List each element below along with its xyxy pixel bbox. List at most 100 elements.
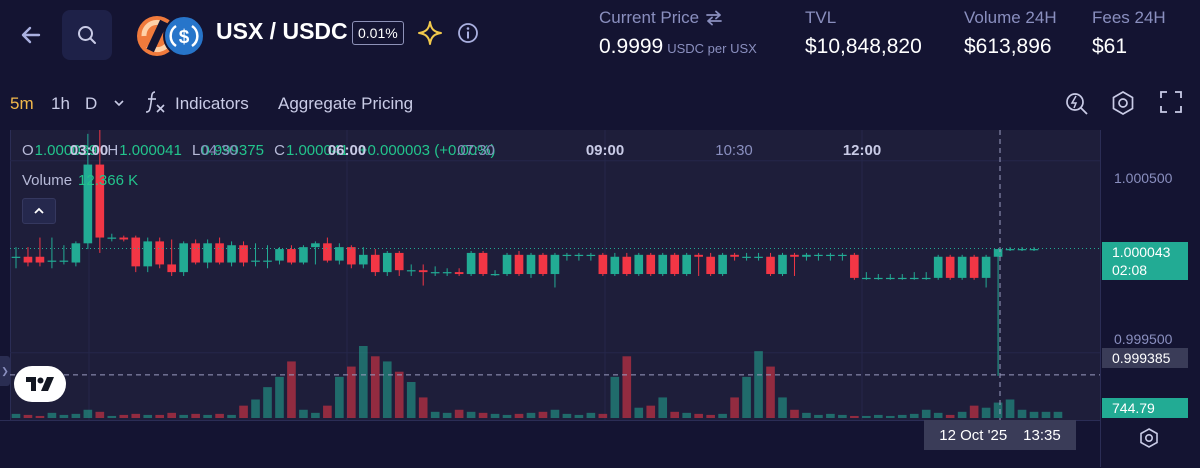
candle-body <box>814 254 823 257</box>
volume-bar <box>179 414 188 418</box>
candle-body <box>550 254 560 275</box>
axis-settings-button[interactable] <box>1138 427 1160 449</box>
swap-arrows-icon[interactable] <box>705 10 723 26</box>
volume-bar <box>502 414 512 418</box>
volume-bar <box>562 413 572 418</box>
candle-body <box>478 252 488 275</box>
tvl-stat: TVL $10,848,820 <box>805 8 922 59</box>
time-tick-0300: 03:00 <box>69 142 109 159</box>
volume-24h-label: Volume 24H <box>964 8 1057 27</box>
volume-24h-value: $613,896 <box>964 35 1052 58</box>
search-button[interactable] <box>62 10 112 60</box>
pool-header: $ USX / USDC 0.01% Current Price 0.9999 U… <box>0 0 1200 80</box>
volume-bars <box>11 346 1063 418</box>
alert-icon[interactable] <box>1064 90 1090 116</box>
volume-bar <box>382 361 392 418</box>
back-button[interactable] <box>14 18 48 52</box>
candle-body <box>454 272 464 275</box>
tradingview-logo[interactable] <box>14 366 66 402</box>
volume-legend: Volume 12.366 K <box>22 172 138 189</box>
candle-body <box>335 247 344 261</box>
candle-body <box>754 256 763 258</box>
candle-body <box>874 277 883 280</box>
fee-tier-badge: 0.01% <box>352 21 404 45</box>
settings-hexagon-icon[interactable] <box>1110 90 1136 116</box>
info-button[interactable] <box>457 22 479 44</box>
candle-body <box>670 254 680 275</box>
volume-bar <box>215 413 224 418</box>
last-price-tag: 1.000043 02:08 <box>1102 242 1188 280</box>
candles <box>11 130 1039 376</box>
volume-bar <box>921 409 931 418</box>
tradingview-logo-icon <box>26 377 54 391</box>
chevron-right-icon: ❯ <box>1 365 9 376</box>
candle-body <box>406 270 416 272</box>
star-icon <box>418 21 442 45</box>
candle-body <box>359 254 368 265</box>
volume-bar <box>131 413 141 418</box>
interval-d[interactable]: D <box>85 94 98 113</box>
volume-bar <box>143 414 153 418</box>
volume-bar <box>191 413 200 418</box>
time-axis[interactable] <box>0 420 1100 468</box>
indicators-button[interactable]: Indicators <box>175 94 249 113</box>
candle-body <box>179 243 188 273</box>
candle-body <box>143 241 153 267</box>
back-arrow-icon <box>21 26 41 44</box>
volume-bar <box>933 412 943 418</box>
volume-bar <box>323 405 332 418</box>
favorite-button[interactable] <box>417 20 443 46</box>
candle-body <box>694 254 703 257</box>
candle-body <box>131 237 141 267</box>
volume-bar <box>658 397 668 418</box>
volume-bar <box>359 346 368 418</box>
volume-bar <box>622 356 632 418</box>
candle-body <box>538 254 548 275</box>
volume-bar <box>71 413 81 418</box>
volume-bar <box>227 414 236 418</box>
volume-bar <box>885 415 895 418</box>
volume-bar <box>826 413 835 418</box>
candlestick-chart[interactable] <box>0 130 1200 467</box>
expand-side-panel-button[interactable]: ❯ <box>0 356 10 386</box>
volume-bar <box>610 376 620 418</box>
crosshair-time-label: 12 Oct '25 13:35 <box>924 420 1076 450</box>
time-tick-1030: 10:30 <box>715 142 753 159</box>
candle-body <box>766 256 775 275</box>
volume-bar <box>442 412 452 418</box>
candle-body <box>742 256 751 258</box>
volume-bar <box>167 412 176 418</box>
time-tick-0600: 06:00 <box>327 142 367 159</box>
interval-1h[interactable]: 1h <box>51 94 70 113</box>
aggregate-pricing-button[interactable]: Aggregate Pricing <box>278 94 414 113</box>
candle-body <box>107 237 117 239</box>
fx-icon[interactable] <box>144 89 168 115</box>
volume-bar <box>514 413 524 418</box>
candle-body <box>586 254 596 257</box>
fullscreen-icon[interactable] <box>1159 90 1183 114</box>
collapse-legend-button[interactable] <box>22 198 56 224</box>
volume-bar <box>778 397 787 418</box>
candle-body <box>921 277 931 280</box>
candle-body <box>23 256 33 263</box>
volume-bar <box>35 415 45 418</box>
volume-bar <box>706 414 715 418</box>
candle-body <box>909 277 919 280</box>
candle-body <box>897 277 907 280</box>
volume-bar <box>107 415 117 418</box>
volume-bar <box>718 413 727 418</box>
plot-area[interactable] <box>10 130 1101 420</box>
candle-body <box>945 256 955 278</box>
volume-bar <box>95 411 105 418</box>
current-price-value: 0.9999 <box>599 35 664 58</box>
interval-5m[interactable]: 5m <box>10 94 34 113</box>
chevron-down-icon[interactable] <box>112 96 126 110</box>
candle-body <box>981 256 991 278</box>
candle-body <box>706 256 715 275</box>
candle-countdown: 02:08 <box>1112 262 1148 278</box>
volume-bar <box>981 407 991 418</box>
price-tick-1.000500: 1.000500 <box>1114 170 1173 186</box>
candle-body <box>610 256 620 275</box>
volume-bar <box>47 412 57 418</box>
price-chart[interactable]: O1.000039 H1.000041 L0.999375 C1.000041 … <box>0 130 1200 468</box>
